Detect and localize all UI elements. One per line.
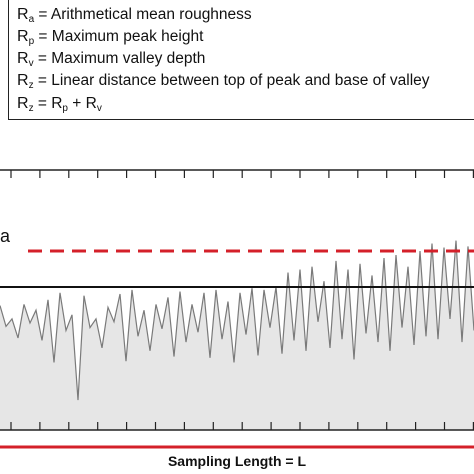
legend-box: Ra = Arithmetical mean roughness Rp = Max…	[8, 0, 474, 120]
profile-fill-area	[0, 240, 474, 430]
legend-subscript: v	[28, 58, 34, 69]
scale-bottom-ticks	[10, 422, 474, 430]
legend-subscript: a	[28, 14, 35, 25]
legend-text: = Linear distance between top of peak an…	[33, 72, 430, 89]
legend-text: = Arithmetical mean roughness	[34, 6, 252, 23]
ra-label: a	[0, 226, 10, 247]
legend-subscript: z	[28, 80, 34, 91]
legend-subscript: z	[28, 103, 34, 114]
legend-subscript: v	[96, 103, 102, 114]
legend-line-1: Ra = Arithmetical mean roughness	[17, 6, 252, 29]
legend-subscript: p	[28, 36, 35, 47]
legend-text: + R	[67, 95, 97, 112]
legend-line-2: Rp = Maximum peak height	[17, 28, 203, 51]
profile-line	[0, 240, 474, 401]
legend-subscript: p	[62, 103, 68, 114]
legend-line-3: Rv = Maximum valley depth	[17, 50, 205, 73]
scale-top-ticks	[10, 170, 474, 178]
sampling-length-label: Sampling Length = L	[167, 453, 307, 469]
legend-symbol: R	[17, 72, 29, 89]
ra-label-text: a	[0, 226, 11, 246]
legend-symbol: R	[17, 50, 29, 67]
legend-line-4: Rz = Linear distance between top of peak…	[17, 72, 430, 95]
legend-text: = Maximum peak height	[34, 28, 204, 45]
legend-symbol: R	[17, 6, 29, 23]
legend-text: = Maximum valley depth	[33, 50, 206, 67]
legend-text: = R	[33, 95, 63, 112]
legend-symbol: R	[17, 95, 29, 112]
legend-symbol: R	[17, 28, 29, 45]
legend-line-5: Rz = Rp + Rv	[17, 95, 102, 118]
